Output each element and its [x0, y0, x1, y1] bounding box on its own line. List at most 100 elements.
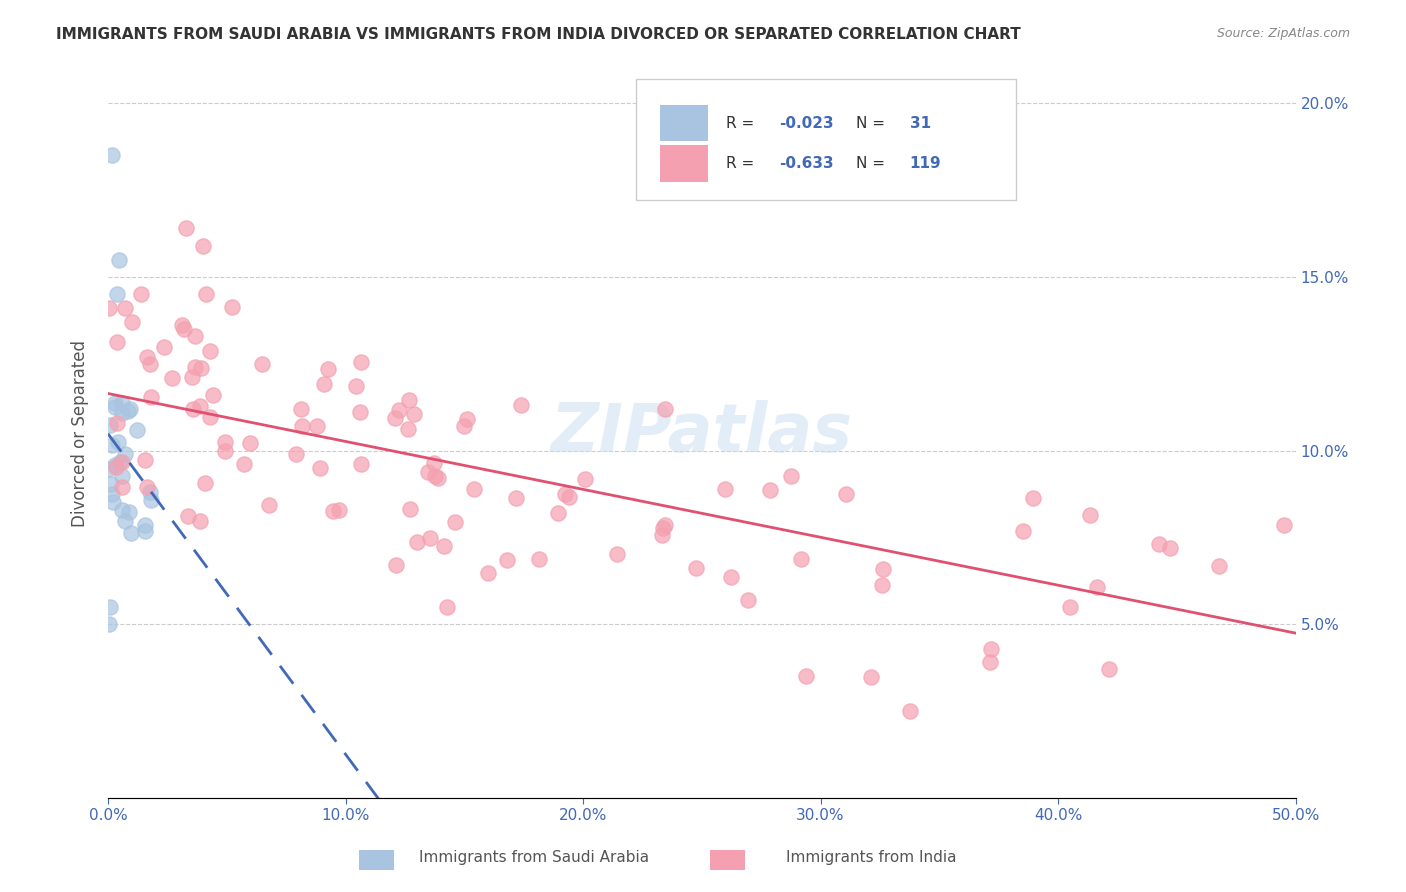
Text: IMMIGRANTS FROM SAUDI ARABIA VS IMMIGRANTS FROM INDIA DIVORCED OR SEPARATED CORR: IMMIGRANTS FROM SAUDI ARABIA VS IMMIGRAN…	[56, 27, 1021, 42]
Point	[652, 521, 675, 535]
Point	[134, 518, 156, 533]
Point	[759, 483, 782, 498]
Point	[290, 402, 312, 417]
Point	[872, 562, 894, 576]
Point	[385, 558, 408, 573]
Point	[98, 599, 121, 614]
Point	[720, 569, 742, 583]
Point	[685, 561, 707, 575]
Point	[307, 418, 329, 433]
Point	[170, 318, 193, 332]
Point	[444, 515, 467, 529]
Point	[419, 531, 441, 545]
Point	[190, 360, 212, 375]
Point	[120, 525, 142, 540]
Point	[114, 447, 136, 461]
Point	[402, 407, 425, 421]
Point	[101, 148, 124, 162]
Point	[100, 476, 122, 491]
Point	[1208, 559, 1230, 574]
Point	[101, 438, 124, 452]
Point	[349, 405, 371, 419]
Point	[139, 485, 162, 500]
Point	[117, 404, 139, 418]
Point	[398, 502, 420, 516]
Point	[139, 390, 162, 404]
FancyBboxPatch shape	[661, 145, 707, 182]
Point	[173, 322, 195, 336]
Point	[111, 469, 134, 483]
Point	[111, 503, 134, 517]
Point	[605, 547, 627, 561]
Point	[183, 328, 205, 343]
Point	[97, 461, 120, 475]
Point	[239, 436, 262, 450]
Point	[134, 524, 156, 539]
Point	[176, 221, 198, 235]
Point	[104, 459, 127, 474]
Point	[97, 617, 120, 632]
Point	[870, 578, 893, 592]
Text: Immigrants from Saudi Arabia: Immigrants from Saudi Arabia	[419, 850, 650, 865]
Point	[1097, 662, 1119, 676]
Text: -0.023: -0.023	[779, 116, 834, 131]
Point	[505, 491, 527, 506]
Point	[835, 487, 858, 501]
Point	[496, 553, 519, 567]
Point	[654, 402, 676, 417]
Point	[98, 418, 121, 433]
Point	[1059, 599, 1081, 614]
Point	[316, 362, 339, 376]
Point	[183, 359, 205, 374]
Point	[131, 287, 153, 301]
Point	[101, 487, 124, 501]
Point	[136, 351, 159, 365]
Point	[322, 504, 344, 518]
Point	[547, 506, 569, 520]
Point	[153, 340, 176, 354]
Point	[114, 301, 136, 315]
Point	[139, 357, 162, 371]
Point	[177, 509, 200, 524]
Point	[349, 457, 371, 471]
Point	[1272, 517, 1295, 532]
Text: R =: R =	[725, 116, 759, 131]
Point	[654, 517, 676, 532]
Point	[1022, 491, 1045, 506]
Point	[794, 669, 817, 683]
Point	[188, 399, 211, 413]
Point	[558, 490, 581, 504]
Point	[433, 540, 456, 554]
Point	[117, 505, 139, 519]
Point	[979, 655, 1001, 669]
Point	[134, 453, 156, 467]
Point	[529, 552, 551, 566]
Text: N =: N =	[856, 116, 890, 131]
Point	[214, 444, 236, 458]
Point	[257, 499, 280, 513]
Point	[104, 396, 127, 410]
Text: ZIPatlas: ZIPatlas	[551, 401, 853, 467]
Point	[1159, 541, 1181, 555]
Point	[790, 552, 813, 566]
Point	[510, 398, 533, 412]
Point	[188, 515, 211, 529]
Point	[111, 406, 134, 420]
Point	[344, 379, 367, 393]
Text: Immigrants from India: Immigrants from India	[786, 850, 957, 865]
Point	[111, 479, 134, 493]
Point	[898, 704, 921, 718]
Point	[104, 400, 127, 414]
Point	[233, 457, 256, 471]
Point	[651, 528, 673, 542]
Point	[423, 469, 446, 483]
Point	[328, 502, 350, 516]
Point	[453, 419, 475, 434]
Point	[105, 417, 128, 431]
Text: R =: R =	[725, 156, 759, 171]
Point	[406, 535, 429, 549]
FancyBboxPatch shape	[637, 79, 1017, 200]
Point	[384, 411, 406, 425]
Point	[181, 402, 204, 417]
Point	[714, 482, 737, 496]
